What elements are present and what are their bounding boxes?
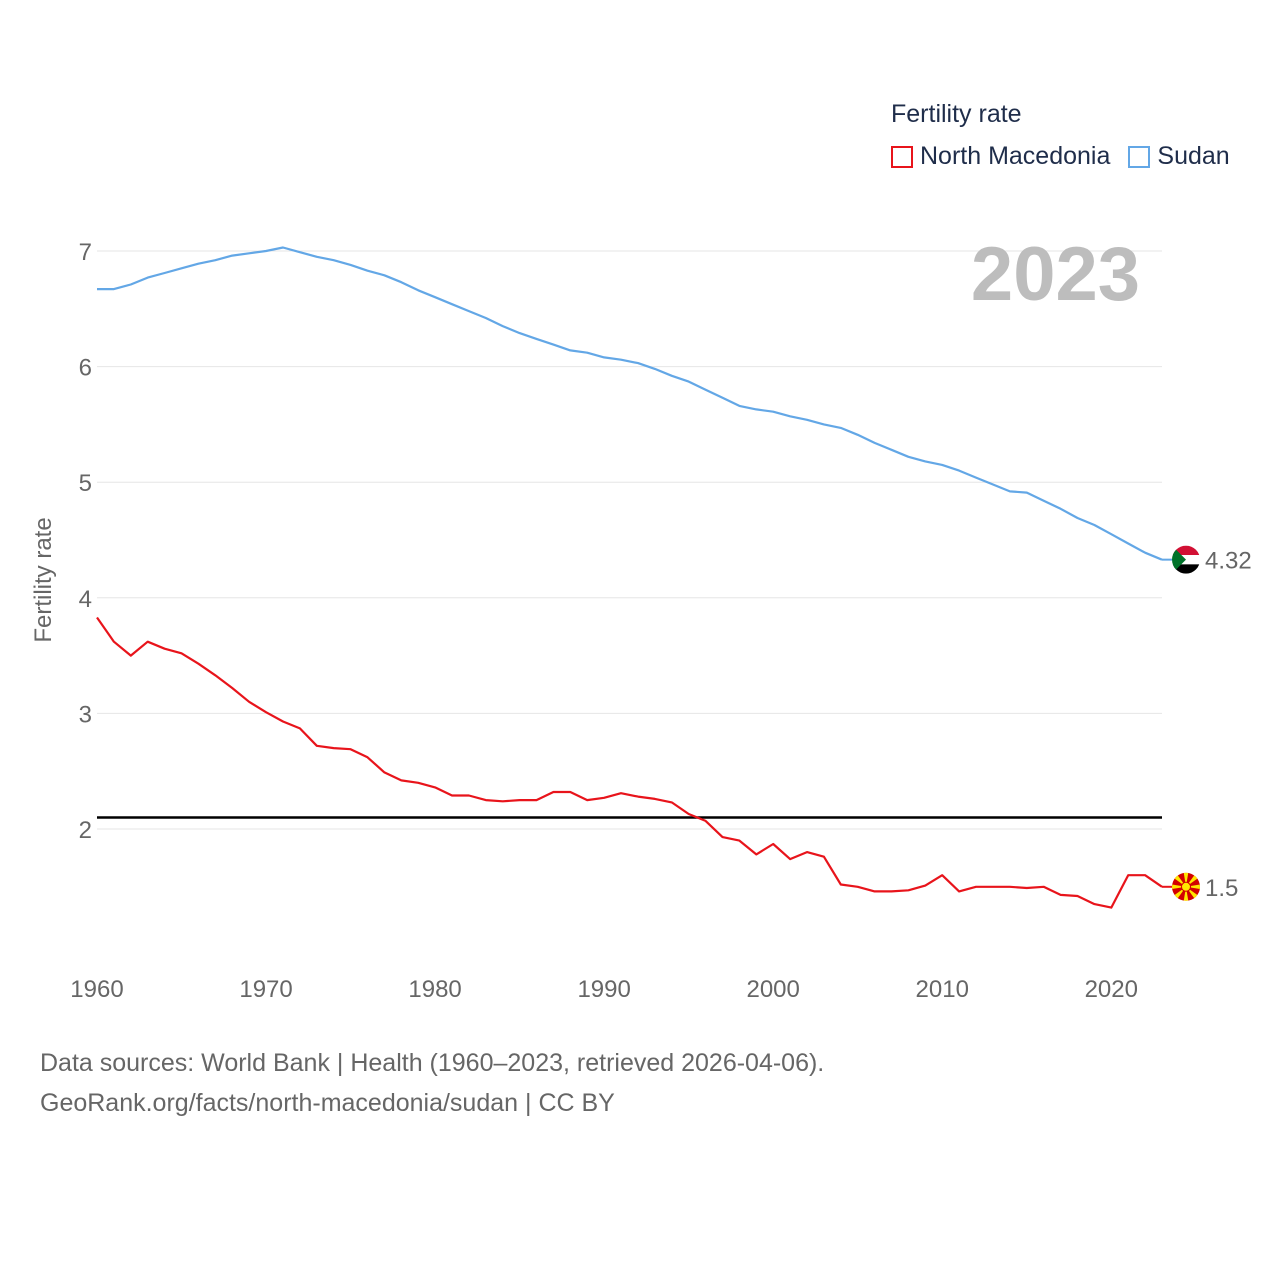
x-tick-label-2010: 2010 xyxy=(916,976,969,1003)
x-axis-ticks: 1960 1970 1980 1990 2000 2010 2020 xyxy=(70,976,1138,1003)
flag-ray xyxy=(1172,883,1186,890)
legend-title: Fertility rate xyxy=(891,100,1022,128)
y-axis-ticks: 2 3 4 5 6 7 xyxy=(79,239,92,844)
x-tick-label-2020: 2020 xyxy=(1085,976,1138,1003)
y-tick-label-4: 4 xyxy=(79,586,92,613)
x-tick-label-2000: 2000 xyxy=(746,976,799,1003)
legend: North Macedonia Sudan xyxy=(891,142,1248,171)
x-tick-label-1970: 1970 xyxy=(239,976,292,1003)
legend-swatch-sudan xyxy=(1128,145,1151,168)
footer: Data sources: World Bank | Health (1960–… xyxy=(40,1043,824,1123)
sudan-end-label: 4.32 xyxy=(1205,548,1252,575)
x-tick-label-1960: 1960 xyxy=(70,976,123,1003)
y-tick-label-6: 6 xyxy=(79,355,92,382)
legend-swatch-north-macedonia xyxy=(891,145,913,168)
flag-ray xyxy=(1182,886,1190,901)
series-line-north-macedonia xyxy=(96,616,1163,909)
y-tick-label-5: 5 xyxy=(79,470,92,497)
x-tick-label-1980: 1980 xyxy=(408,976,461,1003)
gridlines xyxy=(97,250,1162,830)
y-axis-title: Fertility rate xyxy=(30,517,57,642)
legend-item-north-macedonia[interactable]: North Macedonia xyxy=(891,142,1110,171)
legend-label-north-macedonia: North Macedonia xyxy=(920,142,1111,170)
source-link[interactable]: GeoRank.org/facts/north-macedonia/sudan … xyxy=(40,1089,615,1117)
series-lines xyxy=(96,246,1172,909)
north-macedonia-end-label: 1.5 xyxy=(1205,875,1238,902)
data-source-text: Data sources: World Bank | Health (1960–… xyxy=(40,1049,825,1077)
y-tick-label-3: 3 xyxy=(79,701,92,728)
legend-item-sudan[interactable]: Sudan xyxy=(1128,142,1230,171)
y-tick-label-7: 7 xyxy=(79,239,92,266)
legend-label-sudan: Sudan xyxy=(1157,142,1230,170)
y-tick-label-2: 2 xyxy=(79,817,92,844)
flag-ray xyxy=(1182,872,1190,887)
north-macedonia-flag-icon xyxy=(1172,872,1200,901)
x-tick-label-1990: 1990 xyxy=(577,976,630,1003)
series-line-sudan xyxy=(97,246,1163,561)
year-label: 2023 xyxy=(971,232,1140,317)
sudan-flag-icon xyxy=(1172,545,1200,574)
flag-ray xyxy=(1186,883,1200,890)
